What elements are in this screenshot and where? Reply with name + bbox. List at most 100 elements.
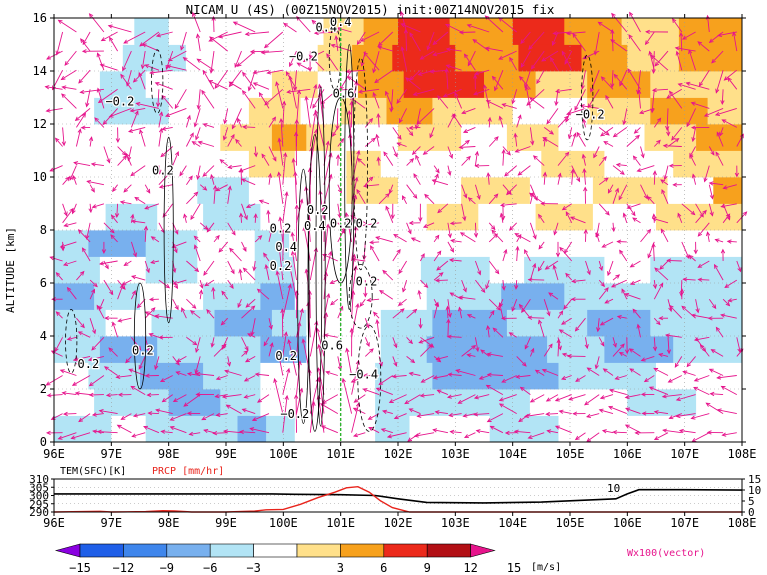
- wind-vector: [707, 232, 710, 242]
- wind-vector-head: [487, 116, 492, 122]
- wind-vector-head: [121, 281, 127, 286]
- wind-vector-head: [458, 295, 464, 300]
- wind-vector: [546, 413, 559, 415]
- field-cell: [352, 230, 405, 257]
- wind-vector: [87, 180, 104, 186]
- wind-vector: [415, 108, 421, 129]
- wind-vector: [186, 191, 198, 205]
- colorbar-tick-label: −15: [69, 561, 91, 575]
- wind-vector: [474, 222, 477, 237]
- field-cell: [203, 362, 261, 390]
- wind-vector: [458, 394, 476, 404]
- field-cell: [203, 203, 261, 231]
- wind-vector-head: [369, 240, 374, 245]
- wind-vector: [619, 250, 628, 262]
- wind-vector-head: [242, 267, 248, 273]
- wind-vector: [389, 184, 394, 194]
- wind-vector-head: [377, 45, 383, 50]
- wind-vector-head: [499, 202, 505, 208]
- wind-vector-head: [281, 229, 286, 234]
- field-cell: [340, 389, 376, 416]
- wind-vector-head: [404, 400, 410, 405]
- wind-vector: [654, 267, 669, 281]
- wind-vector: [254, 214, 257, 223]
- wind-vector: [516, 115, 522, 128]
- surface-y-tick-label-left: 300: [29, 490, 49, 503]
- wind-vector: [528, 31, 545, 50]
- wind-vector-head: [608, 405, 613, 410]
- wind-vector: [75, 129, 81, 147]
- wind-vector-head: [103, 366, 109, 371]
- wind-vector-head: [81, 112, 86, 118]
- wind-vector-head: [269, 228, 274, 234]
- wind-vector: [406, 356, 415, 363]
- wind-vector: [680, 32, 683, 52]
- wind-vector-head: [626, 205, 632, 210]
- wind-vector-head: [656, 320, 661, 326]
- wind-vector-head: [393, 233, 399, 239]
- wind-vector-head: [518, 417, 523, 423]
- wind-vector-head: [604, 287, 609, 292]
- wind-vector: [538, 320, 545, 338]
- wind-vector-head: [100, 37, 106, 42]
- wind-vector-head: [388, 399, 394, 403]
- wind-vector-head: [88, 392, 94, 398]
- wind-vector-head: [130, 275, 137, 280]
- surface-x-axis: 96E 97E 98E 99E 100E 101E 102E 103E 104E 105E 106E…: [43, 512, 756, 530]
- wind-vector: [401, 23, 421, 33]
- contour-label: 0.4: [275, 240, 297, 254]
- y-tick-label: 2: [40, 382, 47, 396]
- wind-vector: [708, 203, 713, 216]
- wind-vector: [456, 369, 476, 376]
- wind-vector-head: [85, 102, 90, 108]
- wind-vector: [282, 368, 290, 395]
- wind-vector-head: [59, 369, 65, 374]
- wind-vector-head: [345, 347, 350, 353]
- surface-x-tick-label: 106E: [613, 516, 642, 530]
- field-cell: [145, 415, 181, 443]
- wind-vector-head: [485, 384, 491, 389]
- wind-vector-head: [69, 175, 74, 181]
- wind-vector: [245, 356, 256, 363]
- wind-vector: [368, 427, 380, 434]
- wind-vector: [197, 165, 201, 180]
- wind-vector: [683, 371, 696, 376]
- wind-vector-head: [209, 68, 214, 74]
- wind-vector-head: [63, 261, 69, 266]
- field-cell: [180, 415, 238, 443]
- wind-vector-head: [566, 111, 572, 116]
- wind-vector: [227, 186, 231, 204]
- wind-vector-head: [130, 213, 135, 219]
- wind-vector-head: [546, 311, 551, 317]
- wind-vector-head: [636, 89, 641, 95]
- wind-vector: [378, 31, 394, 46]
- wind-vector: [383, 151, 394, 166]
- wind-vector-head: [557, 172, 562, 178]
- wind-vector: [692, 127, 697, 142]
- wind-vector: [322, 394, 339, 404]
- wind-vector-head: [624, 292, 630, 298]
- wind-vector: [571, 133, 577, 147]
- wind-vector-head: [529, 97, 535, 102]
- wind-vector: [464, 432, 476, 438]
- wind-vector-head: [541, 57, 547, 62]
- wind-vector: [721, 386, 738, 395]
- wind-vector-head: [155, 408, 161, 413]
- wind-vector: [667, 259, 682, 262]
- wind-vector: [151, 236, 160, 243]
- wind-vector-head: [263, 341, 268, 347]
- wind-vector-head: [244, 358, 250, 363]
- wind-vector-head: [486, 418, 492, 423]
- wind-vector-head: [659, 282, 664, 288]
- wind-vector: [433, 272, 444, 281]
- wind-vector-head: [368, 117, 374, 123]
- wind-vector: [394, 413, 407, 419]
- colorbar-tick-label: 9: [424, 561, 431, 575]
- wind-vector-head: [528, 45, 533, 51]
- wind-vector: [625, 407, 641, 415]
- wind-vector-head: [271, 116, 276, 122]
- x-tick-label: 102E: [384, 447, 413, 461]
- wind-vector-head: [54, 347, 59, 353]
- wind-vector: [413, 173, 421, 185]
